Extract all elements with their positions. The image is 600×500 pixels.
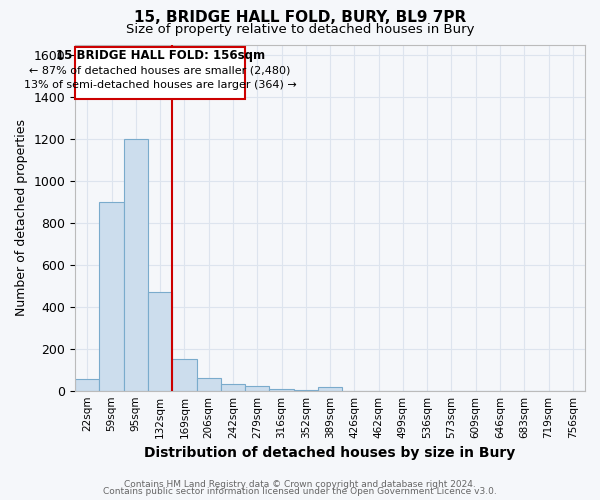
Text: ← 87% of detached houses are smaller (2,480): ← 87% of detached houses are smaller (2,… [29,65,291,75]
FancyBboxPatch shape [75,47,245,100]
Bar [100,202,124,390]
Bar [269,388,293,390]
Y-axis label: Number of detached properties: Number of detached properties [15,120,28,316]
Text: 15, BRIDGE HALL FOLD, BURY, BL9 7PR: 15, BRIDGE HALL FOLD, BURY, BL9 7PR [134,10,466,25]
Text: Contains public sector information licensed under the Open Government Licence v3: Contains public sector information licen… [103,487,497,496]
Bar [318,387,342,390]
Bar [172,360,197,390]
Bar [124,140,148,390]
Bar [75,379,100,390]
Bar [148,292,172,390]
Text: 15 BRIDGE HALL FOLD: 156sqm: 15 BRIDGE HALL FOLD: 156sqm [56,49,265,62]
Bar [221,384,245,390]
Text: Size of property relative to detached houses in Bury: Size of property relative to detached ho… [126,22,474,36]
Bar [197,378,221,390]
X-axis label: Distribution of detached houses by size in Bury: Distribution of detached houses by size … [145,446,516,460]
Text: Contains HM Land Registry data © Crown copyright and database right 2024.: Contains HM Land Registry data © Crown c… [124,480,476,489]
Text: 13% of semi-detached houses are larger (364) →: 13% of semi-detached houses are larger (… [24,80,296,90]
Bar [245,386,269,390]
